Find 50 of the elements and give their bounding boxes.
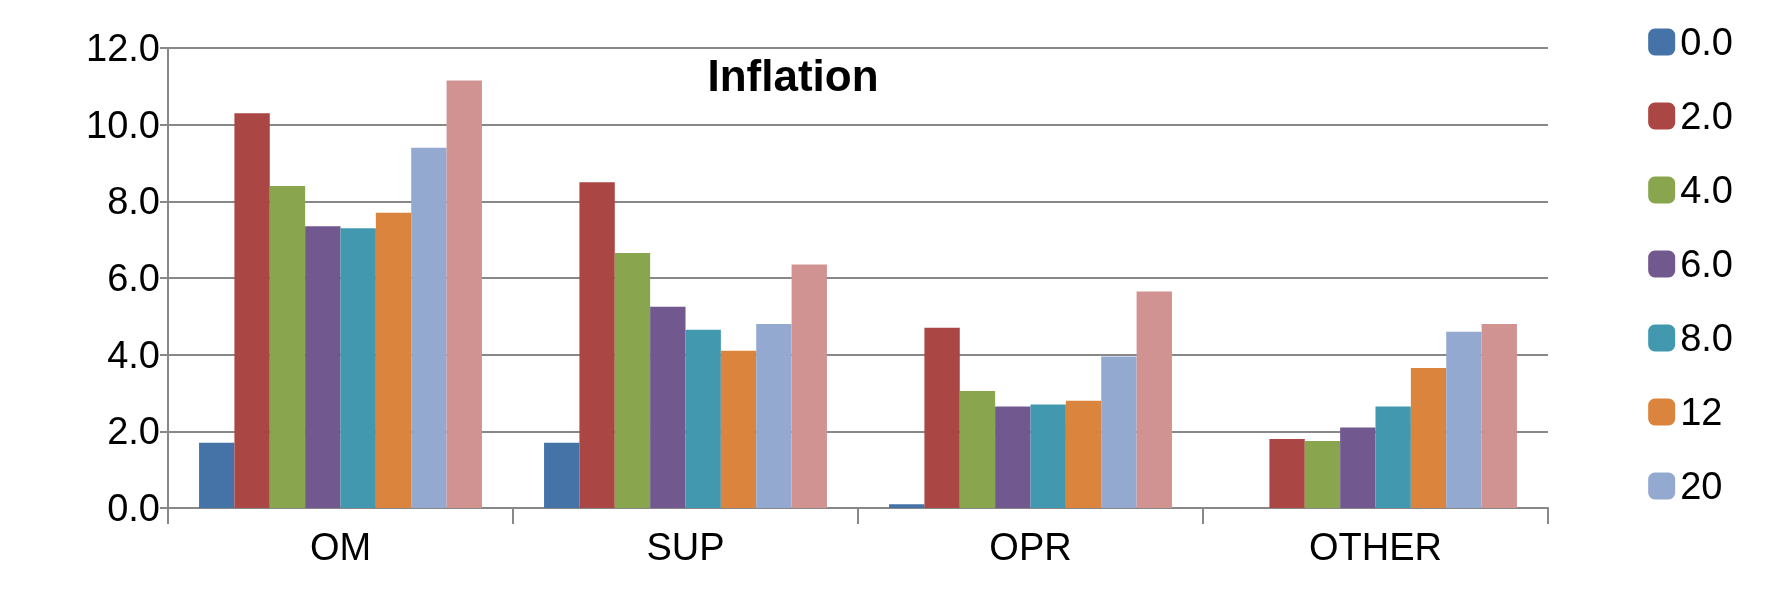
bar (650, 306, 686, 508)
bar (1101, 356, 1137, 508)
x-tick-label: OM (309, 526, 372, 568)
bar (375, 212, 412, 508)
bar (234, 113, 270, 508)
bar (889, 504, 925, 508)
bar (269, 186, 306, 508)
legend-label: 12 (1680, 391, 1723, 433)
bar (544, 442, 580, 508)
legend-label: 4.0 (1680, 169, 1733, 211)
y-tick-label: 10.0 (86, 103, 160, 146)
y-tick-label: 0.0 (107, 487, 160, 529)
bar (199, 442, 235, 508)
bar (340, 228, 376, 508)
bar (1446, 331, 1482, 508)
bar (791, 264, 827, 508)
legend-label: 20 (1680, 465, 1723, 507)
bar (614, 253, 651, 508)
bar (959, 391, 996, 508)
bar (305, 226, 341, 508)
y-tick-label: 6.0 (107, 257, 160, 299)
bar (1340, 427, 1376, 508)
bar (685, 329, 721, 508)
bar (1481, 324, 1517, 508)
legend-label: 6.0 (1680, 243, 1733, 285)
legend-label: 2.0 (1680, 95, 1733, 137)
bar (1065, 400, 1102, 508)
y-tick-label: 2.0 (107, 410, 160, 453)
bar (720, 350, 757, 508)
bar (1136, 291, 1172, 508)
y-tick-label: 8.0 (107, 180, 160, 223)
y-tick-label: 12.0 (86, 27, 160, 69)
x-tick-label: SUP (646, 526, 725, 568)
x-tick-label: OPR (989, 526, 1072, 568)
y-tick-label: 4.0 (107, 333, 160, 376)
bar (924, 327, 960, 508)
x-tick-label: OTHER (1309, 526, 1442, 568)
bar (1030, 404, 1066, 508)
bar (446, 80, 482, 508)
bar (411, 147, 447, 508)
bar (1375, 406, 1411, 508)
bar (995, 406, 1031, 508)
legend-label: 8.0 (1680, 317, 1733, 359)
bar (579, 182, 615, 508)
bar (1269, 439, 1305, 508)
chart-title: Inflation (707, 50, 879, 100)
bar (1304, 440, 1341, 508)
legend-label: 0.0 (1680, 21, 1733, 63)
bar (1410, 368, 1447, 508)
bar (756, 324, 792, 508)
